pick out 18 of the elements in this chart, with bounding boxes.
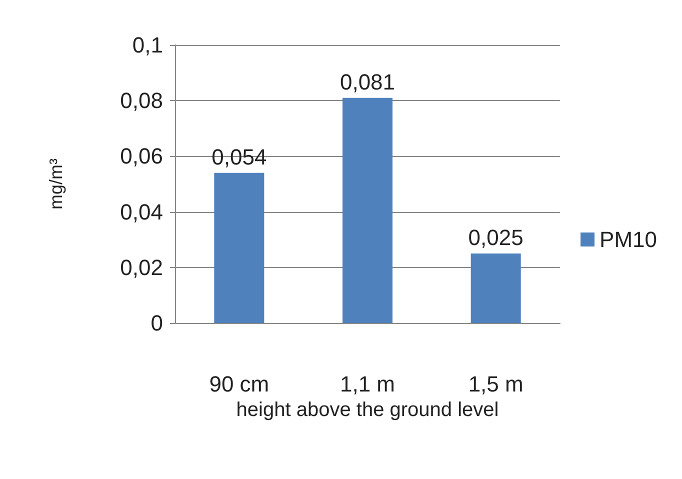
y-tick-label: 0,08: [120, 88, 163, 114]
x-tick-label: 1,1 m: [340, 372, 396, 396]
y-tick-label: 0: [150, 310, 163, 336]
data-label: 0,081: [340, 69, 396, 94]
legend-label: PM10: [600, 227, 658, 252]
data-label: 0,054: [212, 144, 267, 170]
y-tick-label: 0,04: [120, 199, 163, 224]
bar: [470, 254, 521, 323]
x-tick-label: 90 cm: [209, 372, 270, 396]
data-label: 0,025: [468, 225, 524, 250]
y-tick-label: 0,02: [120, 254, 163, 280]
x-axis-title: height above the ground level: [236, 398, 499, 421]
x-tick-label: 1,5 m: [468, 372, 524, 396]
bar: [214, 172, 264, 323]
bar: [342, 98, 392, 323]
y-axis-title: mg/m³: [46, 158, 66, 210]
y-tick-label: 0,06: [120, 144, 163, 169]
y-tick-label: 0,1: [132, 32, 163, 58]
